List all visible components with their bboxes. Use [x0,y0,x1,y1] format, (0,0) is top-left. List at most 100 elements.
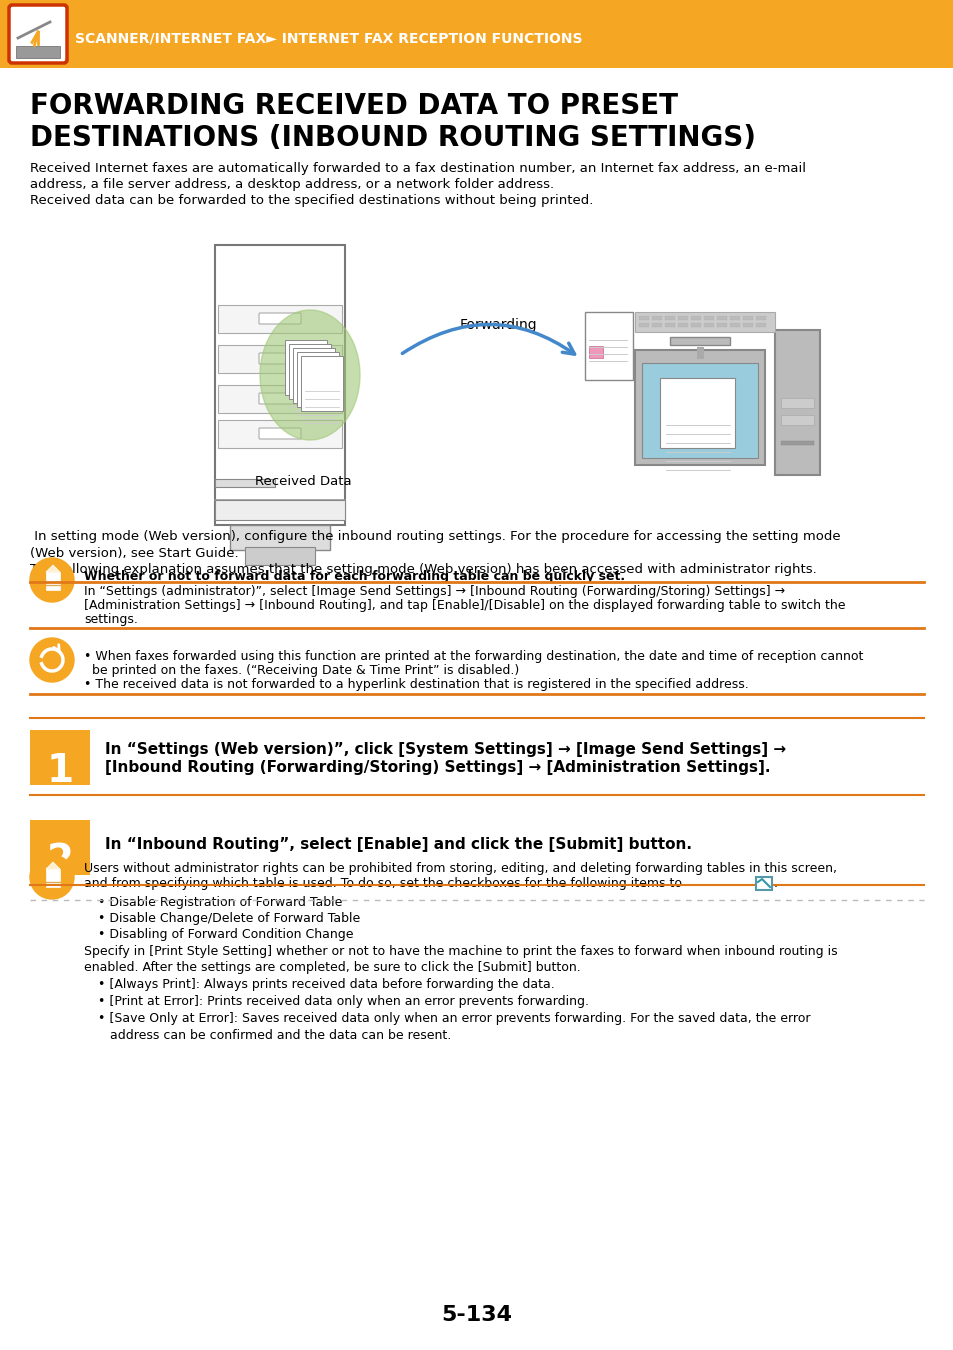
FancyBboxPatch shape [635,350,764,464]
FancyBboxPatch shape [755,878,771,890]
Text: (Web version), see Start Guide.: (Web version), see Start Guide. [30,547,238,560]
Text: 2: 2 [47,842,73,880]
Text: In “Inbound Routing”, select [Enable] and click the [Submit] button.: In “Inbound Routing”, select [Enable] an… [105,837,691,852]
FancyBboxPatch shape [0,0,953,68]
Text: [Administration Settings] → [Inbound Routing], and tap [Enable]/[Disable] on the: [Administration Settings] → [Inbound Rou… [84,599,844,612]
FancyBboxPatch shape [296,352,338,406]
FancyBboxPatch shape [742,316,752,320]
Text: settings.: settings. [84,613,138,626]
Text: 5-134: 5-134 [441,1305,512,1324]
FancyBboxPatch shape [742,323,752,327]
Text: • The received data is not forwarded to a hyperlink destination that is register: • The received data is not forwarded to … [84,678,748,691]
Polygon shape [46,863,60,869]
FancyBboxPatch shape [258,313,301,324]
FancyBboxPatch shape [588,346,602,358]
Text: • Disable Registration of Forward Table: • Disable Registration of Forward Table [98,896,342,909]
FancyBboxPatch shape [703,316,713,320]
FancyBboxPatch shape [258,428,301,439]
FancyBboxPatch shape [690,323,700,327]
FancyBboxPatch shape [659,378,734,448]
FancyBboxPatch shape [678,316,687,320]
FancyBboxPatch shape [214,500,345,520]
Text: Received Data: Received Data [254,475,352,487]
Text: In setting mode (Web version), configure the inbound routing settings. For the p: In setting mode (Web version), configure… [30,531,840,543]
Text: be printed on the faxes. (“Receiving Date & Time Print” is disabled.): be printed on the faxes. (“Receiving Dat… [84,664,518,676]
FancyBboxPatch shape [214,479,274,487]
FancyBboxPatch shape [285,340,327,396]
FancyBboxPatch shape [641,363,758,458]
FancyBboxPatch shape [755,316,765,320]
FancyBboxPatch shape [664,316,675,320]
FancyBboxPatch shape [16,46,60,58]
FancyBboxPatch shape [218,305,341,333]
FancyBboxPatch shape [639,323,648,327]
FancyBboxPatch shape [293,348,335,404]
Polygon shape [46,566,60,572]
Text: The following explanation assumes that the setting mode (Web version) has been a: The following explanation assumes that t… [30,563,816,576]
Text: • Disable Change/Delete of Forward Table: • Disable Change/Delete of Forward Table [98,913,360,925]
FancyBboxPatch shape [245,547,314,566]
FancyBboxPatch shape [781,398,813,408]
Text: In “Settings (Web version)”, click [System Settings] → [Image Send Settings] →: In “Settings (Web version)”, click [Syst… [105,743,785,757]
Text: and from specifying which table is used. To do so, set the checkboxes for the fo: and from specifying which table is used.… [84,878,681,890]
FancyBboxPatch shape [664,323,675,327]
FancyBboxPatch shape [774,329,820,475]
FancyBboxPatch shape [717,323,726,327]
FancyBboxPatch shape [781,441,813,446]
Polygon shape [46,869,60,887]
Text: address, a file server address, a desktop address, or a network folder address.: address, a file server address, a deskto… [30,178,554,190]
Ellipse shape [260,310,359,440]
FancyBboxPatch shape [635,312,774,332]
FancyBboxPatch shape [729,323,740,327]
FancyBboxPatch shape [289,344,331,400]
FancyArrowPatch shape [402,324,574,354]
Text: DESTINATIONS (INBOUND ROUTING SETTINGS): DESTINATIONS (INBOUND ROUTING SETTINGS) [30,124,755,153]
Text: • [Print at Error]: Prints received data only when an error prevents forwarding.: • [Print at Error]: Prints received data… [98,995,588,1008]
FancyBboxPatch shape [301,356,343,410]
FancyBboxPatch shape [218,420,341,448]
FancyBboxPatch shape [218,346,341,373]
Text: Received data can be forwarded to the specified destinations without being print: Received data can be forwarded to the sp… [30,194,593,207]
Circle shape [30,558,74,602]
FancyBboxPatch shape [703,323,713,327]
Circle shape [30,855,74,899]
Text: SCANNER/INTERNET FAX► INTERNET FAX RECEPTION FUNCTIONS: SCANNER/INTERNET FAX► INTERNET FAX RECEP… [75,31,582,45]
FancyBboxPatch shape [729,316,740,320]
Text: • [Always Print]: Always prints received data before forwarding the data.: • [Always Print]: Always prints received… [98,977,554,991]
Text: • [Save Only at Error]: Saves received data only when an error prevents forwardi: • [Save Only at Error]: Saves received d… [98,1012,810,1025]
Text: Users without administrator rights can be prohibited from storing, editing, and : Users without administrator rights can b… [84,863,836,875]
FancyBboxPatch shape [218,385,341,413]
Text: 1: 1 [47,752,73,790]
Text: [Inbound Routing (Forwarding/Storing) Settings] → [Administration Settings].: [Inbound Routing (Forwarding/Storing) Se… [105,760,770,775]
FancyBboxPatch shape [214,244,345,525]
Text: Received Internet faxes are automatically forwarded to a fax destination number,: Received Internet faxes are automaticall… [30,162,805,176]
FancyBboxPatch shape [651,316,661,320]
Text: Forwarding: Forwarding [459,319,537,332]
FancyBboxPatch shape [258,393,301,404]
FancyBboxPatch shape [690,316,700,320]
Circle shape [30,639,74,682]
FancyBboxPatch shape [258,352,301,365]
FancyBboxPatch shape [30,730,90,784]
Text: .: . [773,878,778,890]
FancyBboxPatch shape [230,525,330,549]
FancyBboxPatch shape [9,5,67,63]
FancyBboxPatch shape [678,323,687,327]
Text: Whether or not to forward data for each forwarding table can be quickly set.: Whether or not to forward data for each … [84,570,624,583]
FancyBboxPatch shape [669,338,729,346]
Text: enabled. After the settings are completed, be sure to click the [Submit] button.: enabled. After the settings are complete… [84,961,580,973]
Text: • Disabling of Forward Condition Change: • Disabling of Forward Condition Change [98,927,354,941]
FancyBboxPatch shape [781,414,813,425]
FancyBboxPatch shape [717,316,726,320]
FancyBboxPatch shape [755,323,765,327]
Polygon shape [46,572,60,590]
FancyBboxPatch shape [584,312,633,379]
Text: address can be confirmed and the data can be resent.: address can be confirmed and the data ca… [98,1029,451,1042]
FancyBboxPatch shape [639,316,648,320]
Text: In “Settings (administrator)”, select [Image Send Settings] → [Inbound Routing (: In “Settings (administrator)”, select [I… [84,585,784,598]
FancyBboxPatch shape [30,819,90,875]
Text: • When faxes forwarded using this function are printed at the forwarding destina: • When faxes forwarded using this functi… [84,649,862,663]
Text: FORWARDING RECEIVED DATA TO PRESET: FORWARDING RECEIVED DATA TO PRESET [30,92,678,120]
Text: Specify in [Print Style Setting] whether or not to have the machine to print the: Specify in [Print Style Setting] whether… [84,945,837,958]
FancyBboxPatch shape [651,323,661,327]
